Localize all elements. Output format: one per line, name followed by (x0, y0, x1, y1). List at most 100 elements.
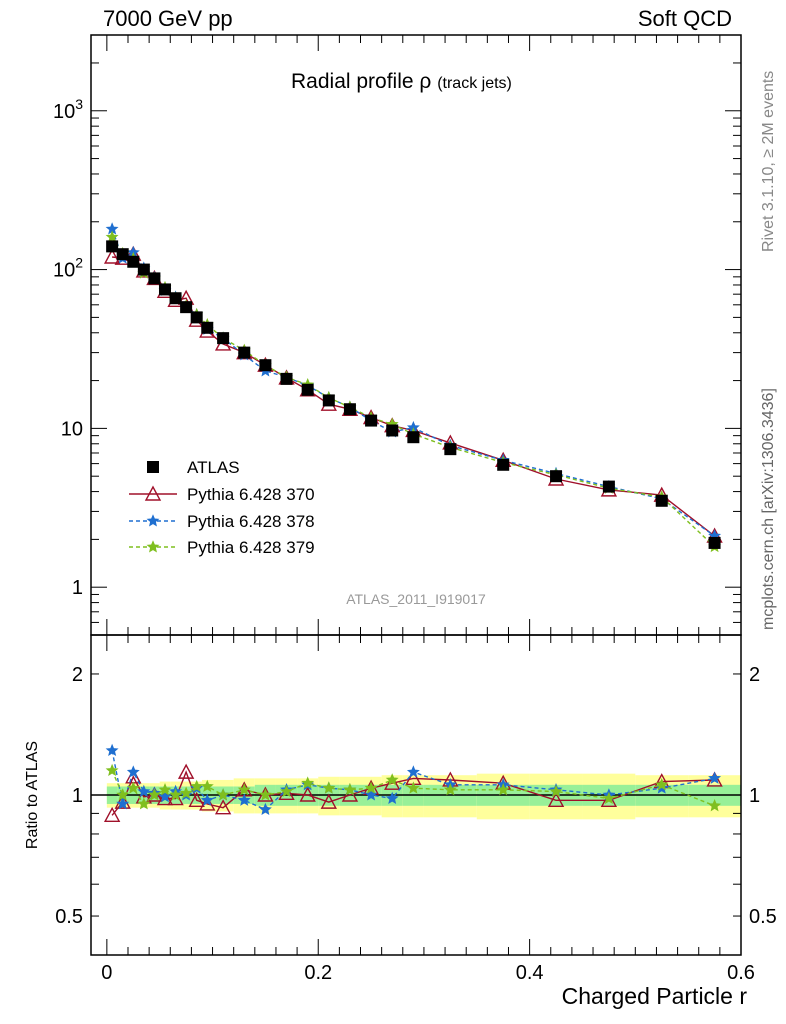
data-point-data (238, 346, 251, 359)
y-axis-label: Ratio to ATLAS (24, 741, 41, 849)
data-point-pythia379 (179, 786, 193, 799)
data-point-pythia378 (105, 743, 119, 757)
y-tick-label: 103 (53, 96, 83, 123)
data-point-pythia370 (299, 786, 316, 802)
series-data (106, 240, 721, 549)
data-point-pythia379 (216, 788, 230, 801)
data-point-pythia378 (406, 765, 420, 778)
y-tick-label-right: 1 (749, 785, 760, 807)
data-point-pythia370 (167, 790, 184, 806)
data-point-pythia378 (200, 793, 214, 806)
data-point-data (148, 272, 161, 285)
x-tick-label: 0 (101, 962, 112, 984)
data-point-pythia379 (443, 782, 457, 796)
data-point-pythia378 (708, 771, 722, 784)
data-point-data (407, 431, 420, 444)
data-point-data (180, 301, 193, 314)
data-point-pythia379 (280, 784, 293, 798)
y-tick-label-right: 0.5 (749, 906, 777, 928)
y-tick-label: 1 (72, 577, 83, 599)
data-point-data (550, 470, 563, 483)
data-point-pythia379 (406, 781, 420, 794)
y-tick-label-right: 2 (749, 664, 760, 686)
data-point-pythia370 (188, 791, 205, 808)
data-point-pythia379 (496, 783, 510, 796)
y-tick-label: 102 (53, 255, 83, 282)
data-point-data (280, 372, 293, 385)
data-point-data (602, 480, 615, 493)
data-point-pythia379 (147, 788, 161, 801)
data-point-pythia379 (708, 799, 722, 812)
data-point-data (322, 394, 335, 407)
data-point-pythia379 (655, 778, 669, 791)
data-point-pythia379 (322, 781, 336, 794)
data-point-pythia379 (126, 781, 140, 794)
data-point-pythia370 (114, 793, 131, 809)
data-point-data (444, 443, 457, 456)
legend-marker-pythia378 (146, 514, 160, 527)
data-point-pythia370 (547, 791, 565, 808)
data-point-pythia370 (103, 248, 121, 264)
data-point-pythia370 (156, 790, 174, 806)
data-point-pythia379 (343, 782, 357, 796)
data-point-data (190, 311, 203, 324)
data-point-pythia378 (364, 788, 378, 801)
data-point-pythia378 (137, 784, 151, 798)
data-point-data (708, 536, 721, 549)
x-tick-label: 0.4 (516, 962, 544, 984)
legend-marker-pythia370 (144, 485, 162, 501)
data-point-data (201, 321, 214, 334)
chart-title-suffix: (track jets) (437, 75, 512, 92)
data-point-pythia370 (177, 763, 195, 779)
y-tick-label: 10 (61, 418, 83, 440)
x-axis-label: Charged Particle r (562, 983, 748, 1009)
data-point-pythia378 (237, 793, 251, 806)
header-left: 7000 GeV pp (103, 6, 233, 31)
data-point-pythia379 (137, 797, 151, 810)
data-point-data (169, 292, 182, 305)
legend-label-pythia378: Pythia 6.428 378 (187, 512, 315, 531)
data-point-data (106, 240, 119, 253)
header-right: Soft QCD (637, 6, 732, 31)
legend-label-pythia379: Pythia 6.428 379 (187, 538, 315, 557)
ratio-uncertainty-bands (106, 773, 741, 820)
data-point-pythia370 (199, 795, 216, 811)
legend: ATLAS Pythia 6.428 370 Pythia 6.428 378 Pyt… (129, 458, 315, 557)
data-point-pythia379 (105, 763, 119, 777)
data-point-data (386, 424, 399, 437)
data-point-data (301, 383, 314, 396)
data-point-pythia370 (214, 799, 232, 815)
data-point-pythia379 (116, 788, 130, 801)
data-point-data (259, 359, 272, 372)
data-point-data (217, 332, 230, 345)
data-point-pythia379 (158, 783, 172, 796)
legend-label-data: ATLAS (187, 458, 240, 477)
legend-marker-pythia379 (146, 540, 160, 553)
x-tick-label: 0.6 (727, 962, 755, 984)
series-layer (103, 222, 723, 823)
data-point-pythia378 (385, 791, 399, 805)
data-point-pythia379 (385, 773, 399, 786)
data-point-pythia378 (158, 790, 172, 803)
data-point-data (158, 283, 171, 296)
data-point-pythia379 (549, 784, 563, 798)
data-point-pythia370 (384, 774, 401, 790)
data-point-pythia379 (200, 779, 214, 792)
analysis-label: ATLAS_2011_I919017 (346, 591, 486, 607)
data-point-data (343, 403, 356, 416)
y-tick-label: 0.5 (55, 906, 83, 928)
data-point-data (127, 255, 140, 268)
legend-label-pythia370: Pythia 6.428 370 (187, 485, 315, 504)
data-point-pythia378 (116, 797, 130, 810)
data-point-data (137, 263, 150, 276)
data-point-pythia379 (602, 791, 616, 805)
y-tick-label: 1 (72, 785, 83, 807)
legend-marker-data (147, 461, 159, 473)
data-point-pythia379 (105, 230, 119, 243)
data-point-pythia379 (258, 788, 272, 801)
data-point-pythia379 (301, 776, 315, 789)
data-point-data (116, 248, 129, 261)
data-point-data (365, 414, 378, 427)
